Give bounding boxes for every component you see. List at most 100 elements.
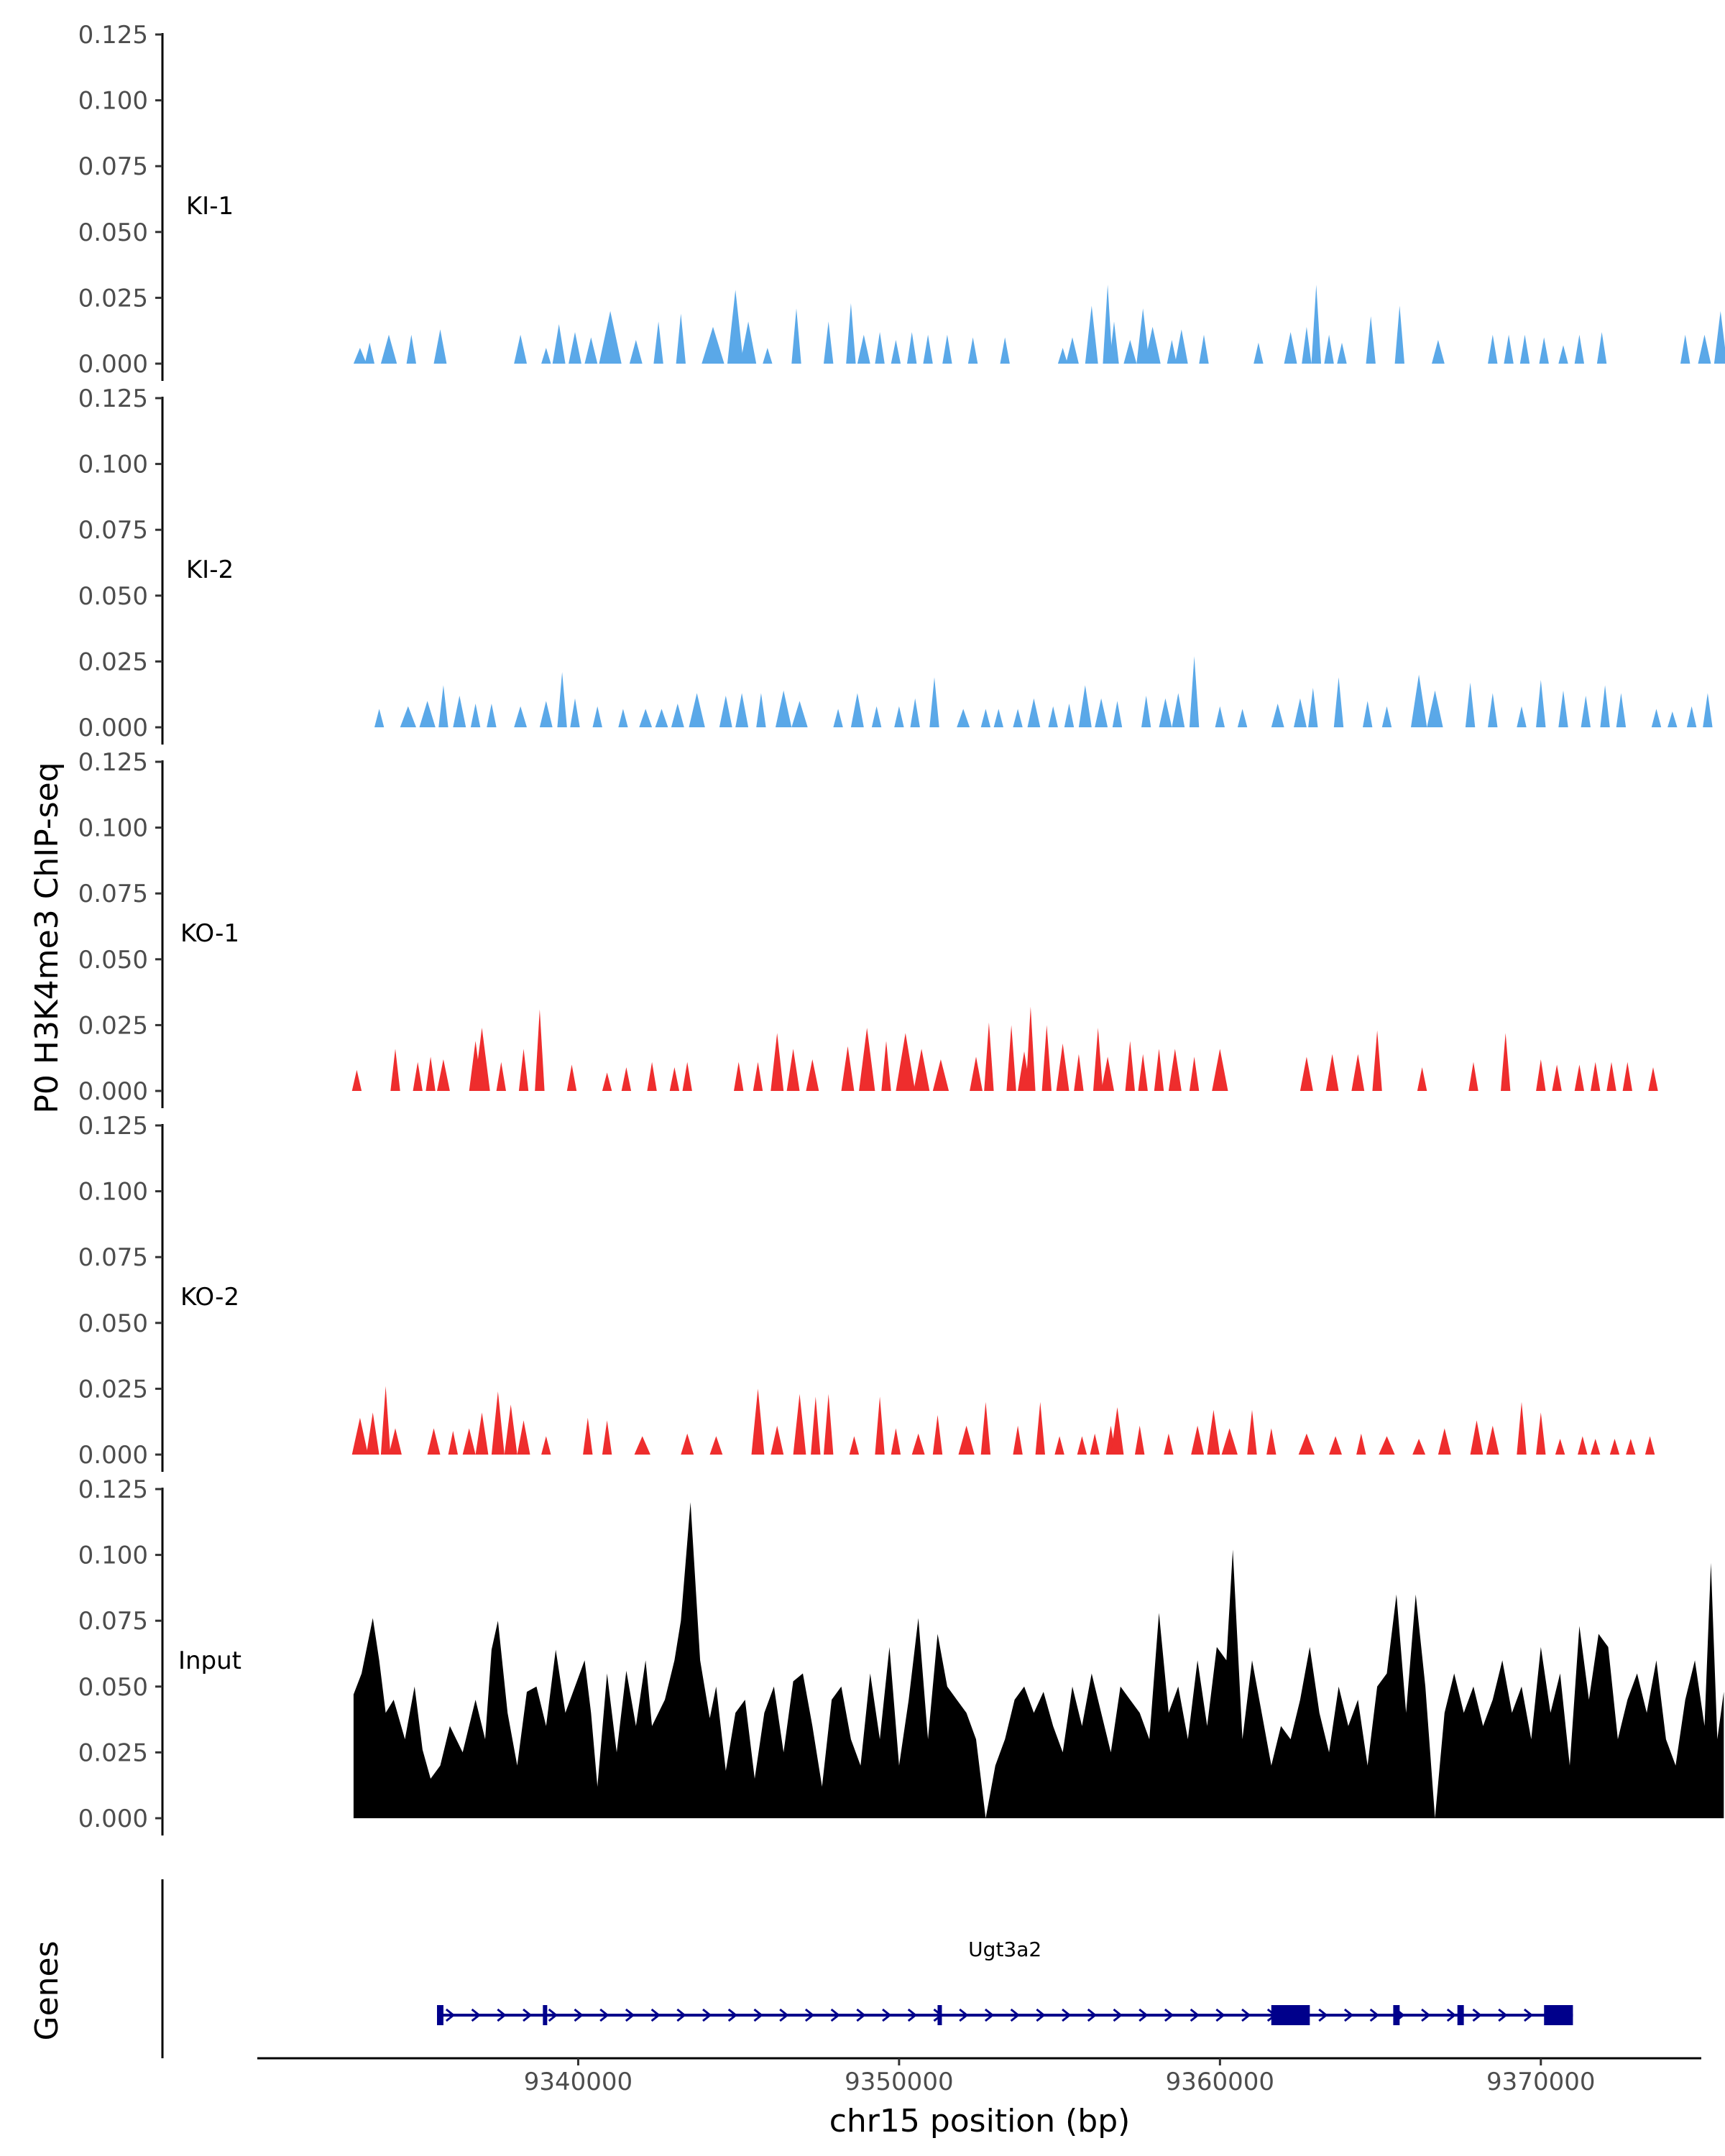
signal-peak (1189, 656, 1200, 727)
signal-peak (1411, 674, 1427, 727)
signal-peak (1468, 1061, 1478, 1091)
signal-peak (881, 1041, 891, 1091)
signal-peak (1199, 334, 1209, 364)
genes-panel: Genes Ugt3a2 (29, 1879, 1573, 2058)
signal-peak (438, 685, 448, 727)
strand-arrow (779, 2008, 789, 2022)
signal-peak (570, 698, 580, 727)
signal-peak (1536, 1412, 1546, 1455)
strand-arrow (523, 2008, 533, 2022)
signal-peak (1013, 1425, 1023, 1455)
y-tick-label: 0.075 (78, 152, 148, 181)
signal-peak (433, 329, 447, 364)
signal-peak (1504, 334, 1514, 364)
signal-peak (793, 1393, 806, 1455)
signal-peak (1394, 305, 1404, 364)
signal-peak (1325, 1054, 1339, 1091)
signal-peak (1311, 285, 1321, 364)
gene-exon (1393, 2005, 1400, 2025)
signal-peak (984, 1022, 994, 1091)
signal-peak (709, 1436, 723, 1455)
signal-peak (1651, 709, 1662, 727)
signal-peak (552, 324, 566, 364)
signal-peak (1488, 693, 1498, 727)
y-tick-label: 0.100 (78, 1542, 148, 1570)
gene-exon (1457, 2005, 1464, 2025)
signal-peak (891, 340, 901, 364)
signal-peak (932, 1415, 943, 1455)
signal-peak (846, 303, 856, 364)
signal-peak (1135, 1425, 1145, 1455)
signal-peak (1237, 709, 1248, 727)
y-tick-label: 0.100 (78, 814, 148, 843)
signal-peak (1144, 326, 1161, 364)
track-ko-2: 0.125 0.100 0.075 0.050 0.025 0.000 KO-2 (78, 1112, 1655, 1472)
strand-arrow (625, 2008, 635, 2022)
signal-peak (1644, 1436, 1655, 1455)
signal-peak (592, 706, 602, 727)
signal-peak (770, 1425, 784, 1455)
signal-peak (1606, 1061, 1616, 1091)
signal-peak (681, 1433, 694, 1455)
signal-peak (535, 1009, 545, 1091)
track-ki-1: 0.125 0.100 0.075 0.050 0.025 0.000 KI-1 (78, 21, 1725, 381)
signal-peak (475, 1412, 489, 1455)
signal-peak (824, 321, 834, 364)
y-tick-label: 0.000 (78, 1441, 148, 1470)
signal-peak (734, 1061, 744, 1091)
signal-peak (629, 340, 643, 364)
x-tick-label: 9340000 (524, 2068, 632, 2096)
signal-peak (413, 1061, 423, 1091)
strand-arrow (1113, 2008, 1123, 2022)
y-tick-label: 0.125 (78, 748, 148, 777)
signal-peak (1581, 696, 1591, 727)
y-tick-label: 0.100 (78, 1178, 148, 1207)
signal-peak (621, 1067, 632, 1091)
signal-peak (1680, 334, 1690, 364)
signal-peak (791, 701, 808, 727)
signal-area (353, 1502, 1724, 1818)
y-tick-label: 0.000 (78, 1805, 148, 1833)
signal-peak (756, 693, 766, 727)
gene-exon (543, 2005, 548, 2025)
signal-peak (1112, 701, 1123, 727)
signal-peak (833, 709, 843, 727)
strand-arrow (830, 2008, 841, 2022)
signal-peak (541, 1436, 551, 1455)
signal-peak (514, 334, 527, 364)
signal-peak (1381, 706, 1392, 727)
signal-peak (1138, 1054, 1148, 1091)
strand-arrow (1190, 2008, 1200, 2022)
signal-peak (1168, 1049, 1182, 1091)
signal-peak (907, 332, 917, 364)
y-tick-label: 0.000 (78, 350, 148, 379)
y-tick-label: 0.075 (78, 516, 148, 545)
signal-peak (1686, 706, 1697, 727)
signal-peak (1054, 1436, 1064, 1455)
signal-peak (1074, 1054, 1084, 1091)
signal-peak (351, 1417, 368, 1455)
signal-peak (1337, 342, 1347, 364)
signal-peak (1000, 337, 1010, 364)
signal-peak (517, 1420, 530, 1455)
signal-peak (849, 1436, 860, 1455)
signal-peak (676, 313, 686, 364)
strand-arrow (907, 2008, 918, 2022)
signal-peak (911, 1433, 925, 1455)
strand-arrow (650, 2008, 661, 2022)
signal-peak (1703, 693, 1713, 727)
signal-peak (557, 672, 567, 727)
signal-peak (1221, 1428, 1238, 1455)
signal-peak (1412, 1439, 1426, 1455)
gene-label: Ugt3a2 (968, 1938, 1041, 1961)
signal-peak (894, 706, 904, 727)
signal-peak (1622, 1061, 1632, 1091)
signal-peak (1578, 1436, 1588, 1455)
signal-peak (871, 706, 882, 727)
signal-peak (448, 1431, 458, 1455)
strand-arrow (445, 2008, 456, 2022)
strand-arrow (1498, 2008, 1508, 2022)
signal-peak (400, 706, 416, 727)
signal-peak (1254, 342, 1264, 364)
